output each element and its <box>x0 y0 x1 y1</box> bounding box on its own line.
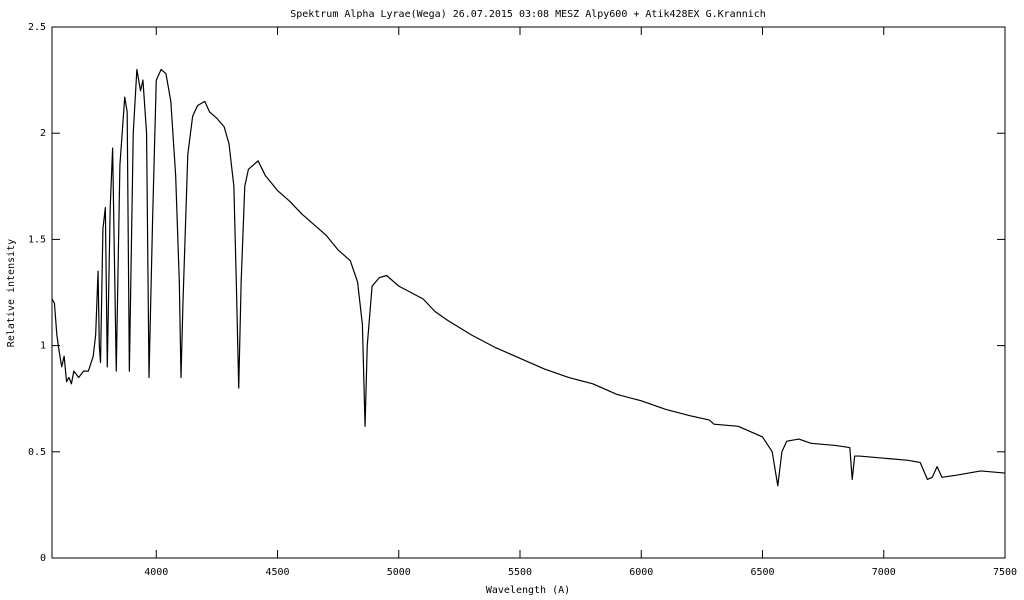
y-tick-label: 1.5 <box>28 234 46 245</box>
y-tick-label: 0.5 <box>28 447 46 458</box>
plot-frame <box>51 26 1006 559</box>
x-tick-label: 6000 <box>629 567 653 578</box>
chart-title: Spektrum Alpha Lyrae(Wega) 26.07.2015 03… <box>290 9 766 20</box>
x-tick-label: 5000 <box>387 567 411 578</box>
x-tick-label: 6500 <box>750 567 774 578</box>
y-tick-label: 2 <box>40 128 46 139</box>
x-tick-label: 4000 <box>144 567 168 578</box>
y-tick-label: 0 <box>40 553 46 564</box>
x-tick-label: 5500 <box>508 567 532 578</box>
x-tick-label: 7000 <box>872 567 896 578</box>
y-tick-label: 1 <box>40 341 46 352</box>
x-axis-label: Wavelength (A) <box>486 585 570 596</box>
spectrum-line <box>51 68 1006 487</box>
x-tick-label: 7500 <box>993 567 1017 578</box>
x-tick-label: 4500 <box>265 567 289 578</box>
y-tick-label: 2.5 <box>28 22 46 33</box>
y-axis-label: Relative intensity <box>6 239 17 347</box>
